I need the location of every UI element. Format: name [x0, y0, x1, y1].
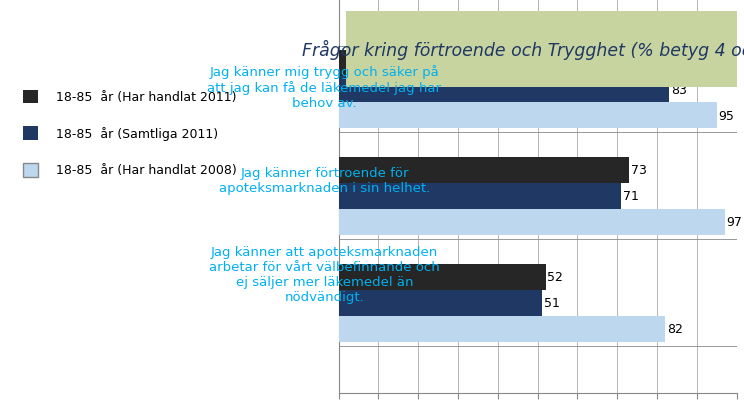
Text: Jag känner att apoteksmarknaden
arbetar för vårt välbefinnande och
ej säljer mer: Jag känner att apoteksmarknaden arbetar …: [209, 246, 440, 304]
Text: 82: 82: [667, 322, 683, 336]
FancyBboxPatch shape: [23, 127, 38, 141]
Text: 18-85  år (Har handlat 2008): 18-85 år (Har handlat 2008): [57, 164, 237, 177]
Text: 52: 52: [548, 271, 563, 284]
Bar: [339, 316, 665, 342]
Text: Frågor kring förtroende och Trygghet (% betyg 4 och5): Frågor kring förtroende och Trygghet (% …: [302, 40, 744, 60]
Text: 18-85  år (Har handlat 2011): 18-85 år (Har handlat 2011): [57, 91, 237, 104]
Text: 83: 83: [671, 83, 687, 96]
Bar: [339, 209, 725, 235]
Text: 97: 97: [727, 216, 743, 229]
FancyBboxPatch shape: [23, 91, 38, 104]
Bar: [339, 184, 621, 209]
Text: 73: 73: [631, 164, 647, 177]
Bar: [339, 158, 629, 184]
Text: 84: 84: [675, 57, 690, 71]
Text: 71: 71: [623, 190, 639, 203]
Bar: [339, 264, 545, 290]
Text: 18-85  år (Samtliga 2011): 18-85 år (Samtliga 2011): [57, 127, 219, 141]
FancyBboxPatch shape: [23, 164, 38, 177]
Text: 51: 51: [544, 297, 559, 310]
Text: Jag känner mig trygg och säker på
att jag kan få de läkemedel jag har
behov av.: Jag känner mig trygg och säker på att ja…: [208, 65, 441, 109]
Text: 95: 95: [719, 109, 734, 122]
Bar: [339, 77, 669, 103]
Bar: [339, 290, 542, 316]
Bar: [339, 51, 673, 77]
Bar: [339, 103, 716, 129]
Text: Jag känner förtroende för
apoteksmarknaden i sin helhet.: Jag känner förtroende för apoteksmarknad…: [219, 167, 430, 195]
